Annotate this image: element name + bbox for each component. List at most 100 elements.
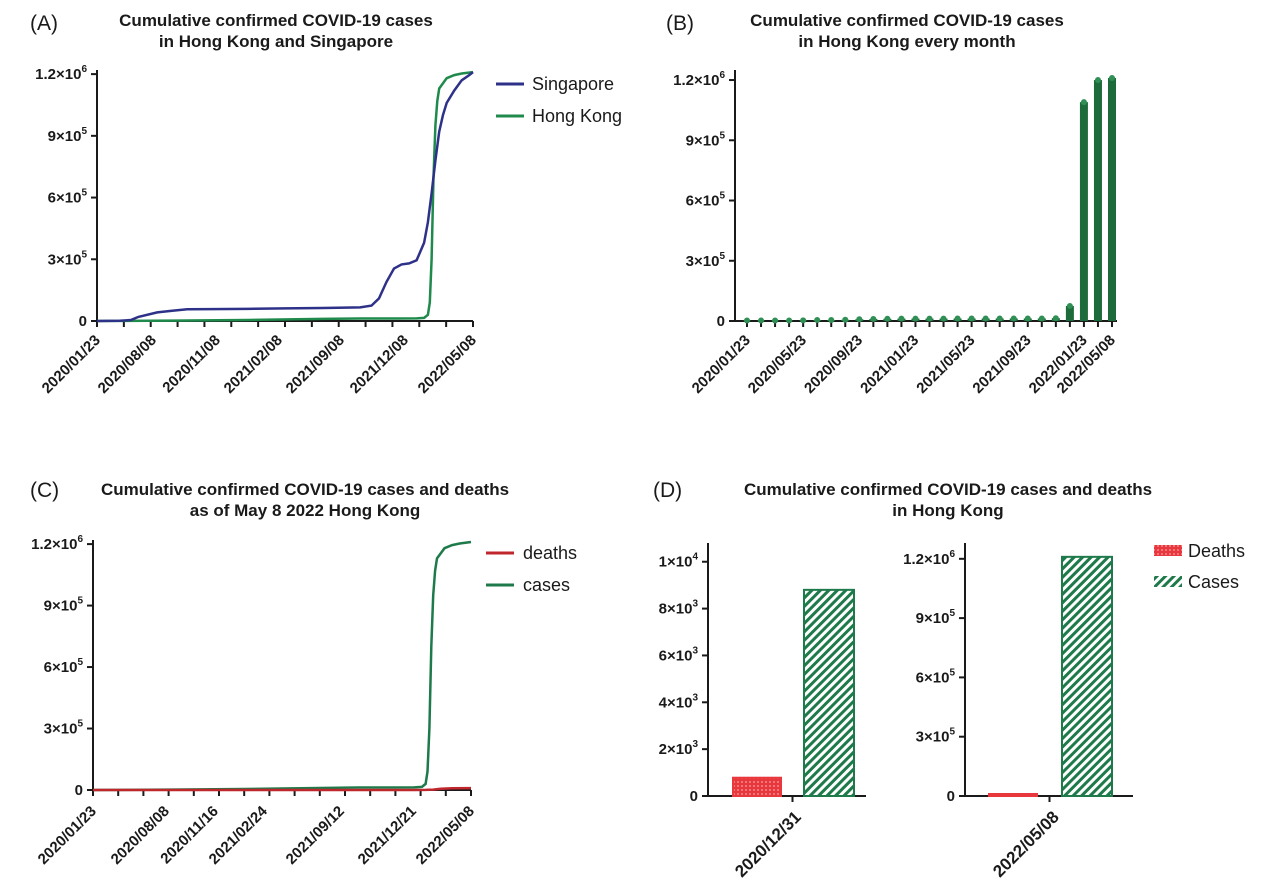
panel-b-x-tick-label: 2021/05/23 <box>913 332 978 397</box>
panel-a-x-tick-label: 2020/08/08 <box>95 332 160 397</box>
panel-b-bar-cap <box>758 317 765 324</box>
panel-a-label: (A) <box>30 12 58 35</box>
panel-a-x-tick-label: 2021/02/08 <box>221 332 286 397</box>
panel-a-series-line-hong-kong <box>96 70 474 323</box>
panel-b-y-tick-label: 6×105 <box>686 191 726 210</box>
panel-b-y-tick-label: 9×105 <box>686 130 726 149</box>
panel-b-bar-cap <box>842 316 849 323</box>
panel-b-bar-cap <box>1052 315 1059 322</box>
panel-a-x-tick-label: 2022/05/08 <box>415 332 480 397</box>
panel-c-y-tick-label: 6×105 <box>44 657 84 676</box>
panel-a-y-tick-label: 9×105 <box>48 126 88 145</box>
panel-b-x-tick-label: 2020/05/23 <box>745 332 810 397</box>
panel-c-x-tick-label: 2021/09/12 <box>283 803 348 868</box>
panel-b-bar-cap <box>898 315 905 322</box>
panel-c-x-tick-label: 2021/12/21 <box>355 803 420 868</box>
panel-b-bar-cap <box>856 316 863 323</box>
panel-c-y-tick-label: 1.2×106 <box>31 534 83 553</box>
panel-d-sub2-y-tick-label: 6×105 <box>916 667 956 686</box>
panel-b-x-tick-label: 2020/01/23 <box>689 332 754 397</box>
panel-b-bar <box>1065 305 1074 321</box>
panel-b-bar-cap <box>982 315 989 322</box>
panel-b-bar-cap <box>828 316 835 323</box>
panel-d-sub2-bar-cases <box>1061 555 1113 797</box>
panel-d-legend-label: Cases <box>1188 572 1239 592</box>
panel-b-bar-cap <box>954 315 961 322</box>
panel-c-y-tick-label: 3×105 <box>44 719 84 738</box>
panel-b-bar-cap <box>800 317 807 324</box>
panel-b-bar-cap <box>968 315 975 322</box>
panel-d-sub1-y-tick-label: 8×103 <box>659 599 699 618</box>
panel-b-title: Cumulative confirmed COVID-19 cases <box>750 11 1064 30</box>
panel-b-bar-cap <box>1038 315 1045 322</box>
panel-b-label: (B) <box>666 12 694 35</box>
panel-c-x-tick-label: 2022/05/08 <box>413 803 478 868</box>
panel-d-title: in Hong Kong <box>892 501 1003 520</box>
panel-d-sub2-y-tick-label: 3×105 <box>916 727 956 746</box>
panel-d-sub1-bar-deaths <box>732 776 782 798</box>
panel-d-title: Cumulative confirmed COVID-19 cases and … <box>744 480 1152 499</box>
panel-b-bar-cap <box>912 315 919 322</box>
panel-d-legend-swatch <box>1154 576 1182 587</box>
panel-d-sub2-y-tick-label: 1.2×106 <box>903 549 955 568</box>
panel-b-bar-cap <box>996 315 1003 322</box>
panel-d-label: (D) <box>653 479 682 502</box>
panel-d-legend-label: Deaths <box>1188 541 1245 561</box>
panel-b-x-tick-label: 2021/09/23 <box>969 332 1034 397</box>
panel-b-bar <box>1079 102 1088 322</box>
panel-d-sub2-bar-deaths <box>988 793 1038 797</box>
panel-a-title: Cumulative confirmed COVID-19 cases <box>119 11 433 30</box>
panel-a-y-tick-label: 0 <box>79 313 87 330</box>
panel-c-title: as of May 8 2022 Hong Kong <box>190 501 421 520</box>
panel-a-x-tick-label: 2021/09/08 <box>283 332 348 397</box>
panel-d-sub2-y-tick-label: 0 <box>947 788 955 805</box>
panel-a-x-tick-label: 2020/01/23 <box>39 332 104 397</box>
panel-c-series-line-deaths <box>93 786 472 792</box>
panel-d-sub1-y-tick-label: 4×103 <box>659 692 699 711</box>
panel-a-title: in Hong Kong and Singapore <box>159 32 393 51</box>
panel-c-series-line-cases <box>92 540 472 792</box>
panel-b-x-tick-label: 2020/09/23 <box>801 332 866 397</box>
panel-b-bar <box>1093 80 1102 321</box>
panel-b-bar-cap <box>744 317 750 324</box>
panel-a-y-tick-label: 3×105 <box>48 249 88 268</box>
panel-a-series-line-singapore <box>96 71 474 323</box>
panel-b-bar-cap <box>1066 302 1073 309</box>
panel-b-bar-cap <box>1080 99 1087 106</box>
panel-b-bar-cap <box>786 317 793 324</box>
panel-b-bar-cap <box>1094 77 1101 84</box>
panel-c-x-tick-label: 2020/01/23 <box>35 803 100 868</box>
panel-b-bar-cap <box>1109 75 1115 82</box>
panel-c-label: (C) <box>30 479 59 502</box>
panel-d-sub1-bar-cases <box>803 588 855 798</box>
panel-c-title: Cumulative confirmed COVID-19 cases and … <box>101 480 509 499</box>
panel-b-bar-cap <box>1010 315 1017 322</box>
panel-b-y-tick-label: 3×105 <box>686 251 726 270</box>
panel-d-legend-swatch <box>1154 545 1182 556</box>
panel-c-y-tick-label: 0 <box>75 782 83 799</box>
panel-b-bar-cap <box>884 315 891 322</box>
panel-b-bar-cap <box>1024 315 1031 322</box>
panel-d-sub2-x-tick-label: 2022/05/08 <box>989 807 1063 881</box>
panel-d-sub1-y-tick-label: 6×103 <box>659 645 699 664</box>
panel-c-legend-label: cases <box>523 575 570 595</box>
panel-b-y-tick-label: 1.2×106 <box>673 70 725 89</box>
panel-c-y-tick-label: 9×105 <box>44 596 84 615</box>
panel-a-x-tick-label: 2020/11/08 <box>159 332 224 397</box>
panel-d-sub1-y-tick-label: 1×104 <box>659 552 699 571</box>
panel-a-x-tick-label: 2021/12/08 <box>347 332 412 397</box>
panel-a-legend-label: Singapore <box>532 74 614 94</box>
panel-b-y-tick-label: 0 <box>717 313 725 330</box>
panel-b-bar-cap <box>772 317 779 324</box>
panel-a-legend-label: Hong Kong <box>532 106 622 126</box>
panel-a-y-tick-label: 1.2×106 <box>35 64 87 83</box>
panel-b-title: in Hong Kong every month <box>798 32 1015 51</box>
panel-b-bar-cap <box>926 315 933 322</box>
panel-b-bar-cap <box>940 315 947 322</box>
panel-d-sub2-y-tick-label: 9×105 <box>916 608 956 627</box>
panel-b-bar-cap <box>870 315 877 322</box>
panel-d-sub1-y-tick-label: 2×103 <box>659 739 699 758</box>
panel-a-y-tick-label: 6×105 <box>48 188 88 207</box>
panel-b-bar <box>1108 78 1116 321</box>
